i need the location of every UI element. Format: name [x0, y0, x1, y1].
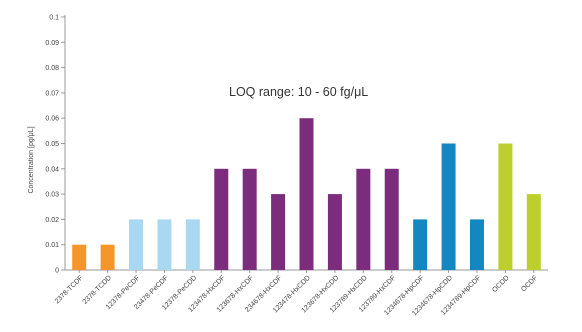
bar: [157, 219, 172, 270]
y-tick-label: 0: [55, 268, 59, 275]
x-tick-label: OCDF: [520, 274, 539, 293]
bar: [498, 143, 513, 270]
bar: [441, 143, 456, 270]
bar: [469, 219, 484, 270]
x-tick-label: 2378-TCDD: [82, 274, 113, 305]
y-tick-label: 0.1: [49, 15, 59, 22]
bar: [100, 244, 115, 270]
y-tick-label: 0.07: [45, 90, 59, 97]
bars: [72, 118, 541, 270]
y-tick-label: 0.05: [45, 141, 59, 148]
y-axis: 0 0.01 0.02 0.03 0.04 0.05 0.06 0.07 0.08 0.09 0.1: [45, 15, 66, 275]
bar: [214, 168, 229, 270]
bar: [299, 118, 314, 270]
x-tick-label: OCDD: [491, 274, 511, 294]
bar: [327, 194, 342, 270]
bar: [271, 194, 286, 270]
bar: [356, 168, 371, 270]
bar: [72, 244, 87, 270]
y-tick-label: 0.09: [45, 40, 59, 47]
y-tick-label: 0.01: [45, 242, 59, 249]
y-tick-label: 0.06: [45, 116, 59, 123]
x-axis: [65, 269, 548, 273]
bar: [526, 194, 541, 270]
y-tick-label: 0.08: [45, 65, 59, 72]
bar: [242, 168, 257, 270]
bar: [384, 168, 399, 270]
bar: [413, 219, 428, 270]
x-tick-labels: 2378-TCDF2378-TCDD12378-PeCDF23478-PeCDF…: [54, 274, 539, 317]
bar: [129, 219, 144, 270]
y-tick-label: 0.04: [45, 166, 59, 173]
y-tick-label: 0.02: [45, 217, 59, 224]
loq-annotation: LOQ range: 10 - 60 fg/μL: [229, 85, 368, 99]
x-tick-label: 2378-TCDF: [54, 274, 85, 305]
bar: [185, 219, 200, 270]
y-tick-label: 0.03: [45, 192, 59, 199]
y-axis-title: Concentration [pg/μL]: [28, 126, 35, 193]
